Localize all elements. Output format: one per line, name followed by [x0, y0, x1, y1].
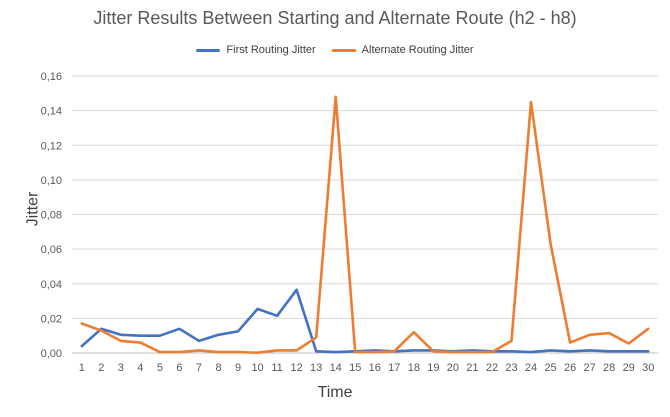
x-tick-label: 9 — [235, 362, 241, 374]
y-axis-label: Jitter — [24, 191, 42, 227]
x-axis-label: Time — [317, 384, 353, 401]
y-tick-label: 0,12 — [41, 140, 62, 152]
x-tick-label: 23 — [505, 362, 517, 374]
legend-label-first-routing: First Routing Jitter — [226, 44, 316, 56]
x-tick-label: 6 — [176, 362, 182, 374]
y-tick-label: 0,02 — [41, 313, 62, 325]
legend-item-alternate-routing: Alternate Routing Jitter — [331, 44, 474, 56]
x-tick-label: 10 — [251, 362, 263, 374]
x-tick-label: 22 — [486, 362, 498, 374]
x-tick-label: 3 — [118, 362, 124, 374]
x-tick-label: 2 — [98, 362, 104, 374]
legend-swatch-first-routing — [196, 48, 221, 52]
x-tick-label: 30 — [642, 362, 654, 374]
series-line-first-routing — [80, 288, 650, 354]
x-tick-label: 8 — [215, 362, 221, 374]
x-tick-label: 7 — [196, 362, 202, 374]
x-tick-label: 18 — [408, 362, 420, 374]
x-tick-label: 1 — [79, 362, 85, 374]
x-tick-label: 16 — [369, 362, 381, 374]
x-tick-label: 11 — [271, 362, 282, 374]
y-tick-label: 0,14 — [41, 106, 62, 118]
x-tick-label: 28 — [603, 362, 615, 374]
legend-swatch-alternate-routing — [331, 48, 356, 52]
x-tick-label: 5 — [157, 362, 163, 374]
x-tick-label: 24 — [525, 362, 537, 374]
x-tick-label: 4 — [137, 362, 143, 374]
x-tick-label: 20 — [447, 362, 459, 374]
legend-item-first-routing: First Routing Jitter — [196, 44, 316, 56]
x-tick-label: 13 — [310, 362, 322, 374]
y-tick-label: 0,08 — [41, 210, 62, 222]
y-tick-label: 0,10 — [41, 175, 62, 187]
chart-title: Jitter Results Between Starting and Alte… — [93, 8, 577, 28]
x-tick-label: 14 — [330, 362, 342, 374]
y-tick-label: 0,16 — [41, 71, 62, 83]
x-tick-label: 25 — [544, 362, 556, 374]
y-tick-label: 0,06 — [41, 244, 62, 256]
x-tick-label: 27 — [584, 362, 596, 374]
x-tick-label: 17 — [388, 362, 400, 374]
x-tick-label: 12 — [291, 362, 303, 374]
x-tick-label: 21 — [466, 362, 478, 374]
x-tick-label: 15 — [349, 362, 361, 374]
y-tick-label: 0,04 — [41, 279, 62, 291]
legend-label-alternate-routing: Alternate Routing Jitter — [361, 44, 474, 56]
x-tick-label: 29 — [623, 362, 635, 374]
legend: First Routing Jitter Alternate Routing J… — [0, 44, 670, 56]
x-tick-label: 19 — [427, 362, 439, 374]
series-line-alternate-routing — [80, 95, 650, 355]
y-tick-label: 0,00 — [41, 348, 62, 360]
x-tick-label: 26 — [564, 362, 576, 374]
